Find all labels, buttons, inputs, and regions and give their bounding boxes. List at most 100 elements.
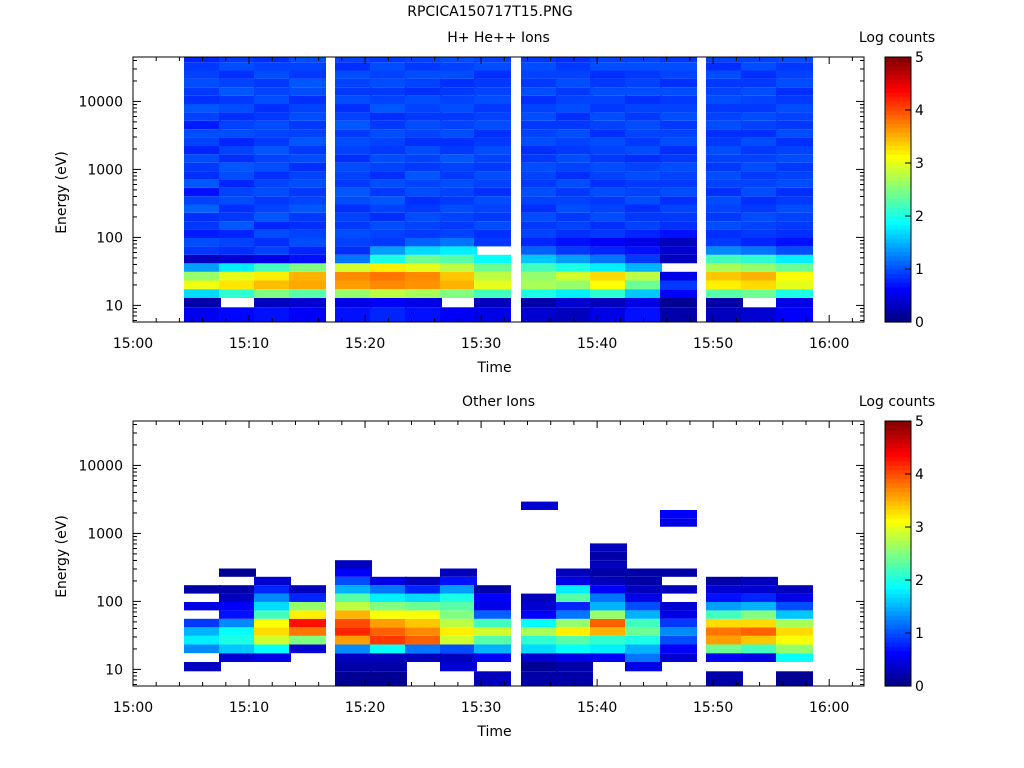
heatmap-cell: [219, 568, 256, 577]
heatmap-cell: [405, 196, 442, 205]
heatmap-cell: [706, 280, 743, 290]
heatmap-cell: [440, 307, 477, 322]
heatmap-cell: [405, 129, 442, 138]
heatmap-cell: [219, 221, 256, 230]
heatmap-cell: [474, 87, 511, 96]
heatmap-cell: [776, 196, 813, 205]
heatmap-cell: [625, 204, 662, 213]
heatmap-cell: [590, 602, 627, 611]
colorbar-segment: [885, 421, 911, 427]
heatmap-cell: [741, 602, 778, 611]
heatmap-cell: [405, 104, 442, 113]
heatmap-cell: [474, 229, 511, 238]
heatmap-cell: [370, 298, 407, 308]
heatmap-cell: [556, 568, 593, 577]
heatmap-cell: [219, 104, 256, 113]
heatmap-cell: [335, 246, 372, 255]
heatmap-cell: [289, 70, 326, 79]
colorbar-tick-label: 4: [915, 103, 924, 119]
heatmap-cell: [370, 162, 407, 172]
heatmap-cell: [660, 518, 697, 527]
heatmap-cell: [289, 137, 326, 146]
heatmap-cell: [741, 238, 778, 247]
heatmap-cell: [289, 635, 326, 645]
heatmap-cell: [219, 280, 256, 290]
heatmap-cell: [405, 146, 442, 155]
heatmap-cell: [254, 179, 291, 188]
heatmap-cell: [370, 644, 407, 654]
heatmap-cell: [776, 627, 813, 636]
heatmap-cell: [289, 171, 326, 180]
colorbar-segment: [885, 224, 911, 230]
panel-title: H+ He++ Ions: [447, 30, 550, 46]
x-tick-label: 15:00: [113, 336, 153, 352]
heatmap-cell: [706, 610, 743, 619]
heatmap-cell: [370, 576, 407, 586]
heatmap-cell: [219, 238, 256, 247]
heatmap-cell: [289, 62, 326, 71]
heatmap-cell: [521, 179, 558, 188]
heatmap-cell: [521, 78, 558, 88]
heatmap-cell: [776, 229, 813, 238]
heatmap-cell: [440, 70, 477, 79]
heatmap-cell: [184, 307, 221, 322]
heatmap-cell: [521, 221, 558, 230]
colorbar-segment: [885, 434, 911, 440]
colorbar-segment: [885, 264, 911, 270]
heatmap-cell: [335, 70, 372, 79]
heatmap-cell: [219, 653, 256, 662]
heatmap-cell: [625, 162, 662, 172]
colorbar-segment: [885, 518, 911, 524]
heatmap-cell: [741, 610, 778, 619]
heatmap-cell: [289, 162, 326, 172]
heatmap-cell: [219, 610, 256, 619]
heatmap-cell: [590, 635, 627, 645]
heatmap-cell: [219, 171, 256, 180]
heatmap-cell: [660, 635, 697, 645]
heatmap-cell: [184, 154, 221, 163]
heatmap-cell: [440, 593, 477, 602]
heatmap-cell: [590, 610, 627, 619]
heatmap-cell: [706, 238, 743, 247]
heatmap-cell: [474, 129, 511, 138]
heatmap-cell: [440, 635, 477, 645]
heatmap-cell: [521, 196, 558, 205]
heatmap-cell: [556, 593, 593, 602]
heatmap-cell: [474, 610, 511, 619]
heatmap-cell: [289, 271, 326, 281]
heatmap-cell: [184, 618, 221, 628]
heatmap-cell: [405, 653, 442, 662]
heatmap-cell: [590, 560, 627, 569]
heatmap-cell: [219, 120, 256, 130]
heatmap-cell: [521, 146, 558, 155]
heatmap-cell: [474, 585, 511, 594]
heatmap-cell: [405, 154, 442, 163]
colorbar-segment: [885, 83, 911, 89]
heatmap-cell: [184, 627, 221, 636]
heatmap-cell: [440, 568, 477, 577]
colorbar-segment: [885, 606, 911, 612]
heatmap-cell: [625, 610, 662, 619]
heatmap-cell: [741, 653, 778, 662]
x-tick-label: 15:40: [577, 700, 617, 716]
colorbar-segment: [885, 87, 911, 93]
heatmap-cell: [521, 229, 558, 238]
heatmap-cell: [405, 627, 442, 636]
heatmap-cell: [335, 610, 372, 619]
heatmap-cell: [254, 627, 291, 636]
colorbar-label: Log counts: [859, 30, 935, 46]
heatmap-cell: [521, 212, 558, 222]
heatmap-cell: [741, 635, 778, 645]
heatmap-cell: [741, 280, 778, 290]
heatmap-cell: [590, 298, 627, 308]
heatmap-cell: [556, 618, 593, 628]
heatmap-cell: [370, 585, 407, 594]
heatmap-cell: [254, 593, 291, 602]
colorbar-segment: [885, 672, 911, 678]
heatmap-cell: [556, 212, 593, 222]
heatmap-cell: [440, 104, 477, 113]
heatmap-cell: [706, 87, 743, 96]
colorbar-segment: [885, 677, 911, 683]
heatmap-cell: [776, 618, 813, 628]
heatmap-cell: [776, 129, 813, 138]
